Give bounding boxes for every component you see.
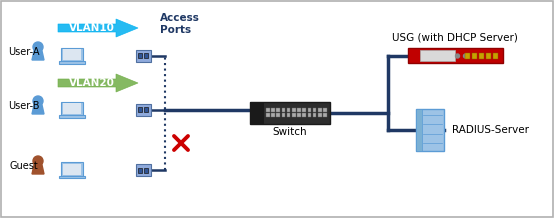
FancyBboxPatch shape — [138, 167, 142, 172]
FancyBboxPatch shape — [138, 107, 142, 112]
Polygon shape — [32, 105, 44, 114]
Polygon shape — [32, 51, 44, 60]
Circle shape — [33, 156, 43, 166]
FancyBboxPatch shape — [266, 114, 269, 117]
Polygon shape — [58, 74, 138, 92]
FancyBboxPatch shape — [59, 61, 85, 64]
Circle shape — [455, 54, 459, 58]
FancyBboxPatch shape — [419, 51, 454, 61]
FancyBboxPatch shape — [266, 109, 269, 112]
FancyBboxPatch shape — [61, 48, 83, 62]
Text: User-A: User-A — [8, 47, 40, 57]
FancyBboxPatch shape — [493, 53, 497, 59]
FancyBboxPatch shape — [471, 53, 476, 59]
FancyBboxPatch shape — [63, 104, 81, 114]
FancyBboxPatch shape — [318, 109, 321, 112]
Polygon shape — [58, 19, 138, 37]
FancyBboxPatch shape — [250, 102, 330, 124]
FancyBboxPatch shape — [144, 167, 148, 172]
FancyBboxPatch shape — [276, 109, 280, 112]
FancyBboxPatch shape — [144, 53, 148, 58]
FancyBboxPatch shape — [464, 53, 469, 59]
FancyBboxPatch shape — [63, 164, 81, 174]
FancyBboxPatch shape — [61, 162, 83, 176]
Text: RADIUS-Server: RADIUS-Server — [452, 125, 529, 135]
FancyBboxPatch shape — [287, 114, 290, 117]
FancyBboxPatch shape — [136, 50, 151, 62]
FancyBboxPatch shape — [271, 109, 275, 112]
FancyBboxPatch shape — [136, 164, 151, 176]
FancyBboxPatch shape — [302, 109, 306, 112]
FancyBboxPatch shape — [408, 48, 502, 63]
FancyBboxPatch shape — [59, 116, 85, 118]
FancyBboxPatch shape — [271, 114, 275, 117]
Text: VLAN10: VLAN10 — [69, 23, 115, 33]
FancyBboxPatch shape — [63, 49, 81, 61]
FancyBboxPatch shape — [138, 53, 142, 58]
FancyBboxPatch shape — [323, 109, 327, 112]
Text: VLAN20: VLAN20 — [69, 78, 115, 88]
FancyBboxPatch shape — [307, 114, 311, 117]
Circle shape — [33, 42, 43, 52]
FancyBboxPatch shape — [416, 109, 422, 151]
FancyBboxPatch shape — [281, 114, 285, 117]
FancyBboxPatch shape — [276, 114, 280, 117]
Text: Switch: Switch — [273, 127, 307, 137]
FancyBboxPatch shape — [485, 53, 490, 59]
FancyBboxPatch shape — [479, 53, 484, 59]
FancyBboxPatch shape — [59, 175, 85, 178]
FancyBboxPatch shape — [287, 109, 290, 112]
FancyBboxPatch shape — [416, 109, 444, 151]
FancyBboxPatch shape — [292, 109, 295, 112]
FancyBboxPatch shape — [313, 109, 316, 112]
FancyBboxPatch shape — [307, 109, 311, 112]
FancyBboxPatch shape — [292, 114, 295, 117]
Polygon shape — [32, 165, 44, 174]
FancyBboxPatch shape — [318, 114, 321, 117]
FancyBboxPatch shape — [302, 114, 306, 117]
FancyBboxPatch shape — [297, 109, 301, 112]
FancyBboxPatch shape — [313, 114, 316, 117]
FancyBboxPatch shape — [297, 114, 301, 117]
FancyBboxPatch shape — [61, 102, 83, 116]
FancyBboxPatch shape — [136, 104, 151, 116]
FancyBboxPatch shape — [250, 102, 264, 124]
Text: USG (with DHCP Server): USG (with DHCP Server) — [392, 32, 518, 43]
FancyBboxPatch shape — [281, 109, 285, 112]
Circle shape — [464, 54, 468, 58]
Text: User-B: User-B — [8, 101, 40, 111]
Circle shape — [33, 96, 43, 106]
Text: Guest: Guest — [9, 161, 38, 171]
FancyBboxPatch shape — [323, 114, 327, 117]
FancyBboxPatch shape — [144, 107, 148, 112]
Text: Access
Ports: Access Ports — [160, 13, 200, 35]
